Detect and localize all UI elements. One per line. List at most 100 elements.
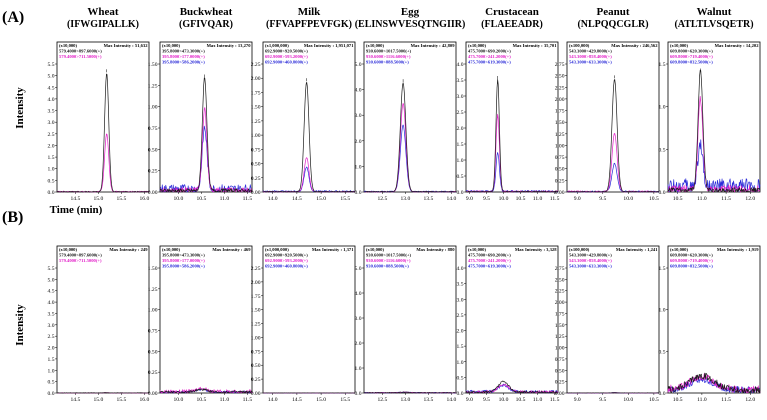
y-tick-label: 0.5: [659, 349, 666, 355]
x-tick-label: 12.0: [745, 196, 755, 202]
trace-line: [363, 124, 457, 193]
chromatogram-b-3: (x10,000) Max Intensity : 880 930.6000>101…: [355, 245, 457, 403]
x-tick-label: 15.0: [316, 196, 326, 202]
y-tick-label: 2.0: [48, 346, 55, 352]
transition-label: 579.4000>711.5000(+): [59, 258, 102, 263]
y-tick-label: 4.0: [457, 266, 464, 272]
scale-label: (x100,000): [569, 43, 590, 48]
y-tick-label: 0.50: [555, 368, 565, 374]
plot-frame: [56, 245, 150, 394]
transition-label: 543.3000>429.8000(+): [569, 253, 612, 258]
transition-label: 395.8000>586.2000(+): [162, 60, 205, 65]
allergen-title: Milk: [298, 6, 321, 18]
y-tick-label: 1.00: [148, 308, 158, 314]
trace-line: [363, 391, 457, 394]
x-tick-label: 11.0: [533, 196, 543, 202]
x-tick-label: 11.5: [550, 397, 560, 403]
x-tick-label: 10.5: [673, 397, 683, 403]
scale-label: (x100,000): [569, 247, 590, 252]
x-tick-label: 13.0: [401, 196, 411, 202]
chromatogram-b-4: (x10,000) Max Intensity : 3,328 475.7000>6…: [457, 245, 560, 403]
y-tick-label: 0.75: [148, 126, 158, 132]
transition-label: 579.4000>897.6000(+): [59, 49, 102, 54]
trace-line: [262, 166, 356, 193]
y-tick-label: 1.50: [251, 308, 261, 314]
y-tick-label: 3.5: [457, 78, 464, 84]
transition-label: 543.3000>429.8000(+): [569, 49, 612, 54]
chromatogram-panels: Wheat(IFWGIPALLK) (x10,000) Max Intensity …: [48, 6, 761, 403]
chromatogram-b-1: (x10,000) Max Intensity : 469 395.8000>473…: [148, 245, 253, 403]
y-tick-label: 2.0: [457, 126, 464, 132]
peptide-title: (NLPQQCGLR): [577, 19, 648, 30]
max-intensity-label: Max Intensity : 1,951,071: [304, 43, 354, 48]
y-tick-label: 0.50: [148, 349, 158, 355]
peptide-title: (ATLTLVSQETR): [674, 19, 753, 30]
y-tick-label: 4.5: [48, 85, 55, 91]
peptide-title: (ELINSWVESQTNGIIR): [355, 19, 466, 30]
trace-line: [465, 113, 559, 193]
y-tick-label: 0.0: [457, 190, 464, 196]
x-tick-label: 14.5: [292, 397, 302, 403]
x-tick-label: 10.0: [499, 397, 509, 403]
x-tick-label: 15.0: [94, 196, 104, 202]
peptide-title: (GFIVQAR): [179, 19, 233, 30]
y-tick-label: 2.25: [555, 289, 565, 295]
plot-frame: [667, 245, 761, 394]
y-tick-label: 2.50: [555, 277, 565, 283]
y-tick-label: 2.75: [555, 62, 565, 68]
y-tick-label: 2.00: [555, 97, 565, 103]
chromatogram-b-2: (x1,000,000) Max Intensity : 1,371 692.900…: [251, 245, 356, 403]
max-intensity-label: Max Intensity : 1,241: [616, 247, 658, 252]
transition-label: 609.8000>620.3000(+): [670, 253, 713, 258]
transition-label: 692.9000>593.2000(+): [265, 54, 308, 59]
y-tick-label: 4.0: [355, 291, 362, 297]
y-tick-label: 0.5: [457, 174, 464, 180]
transition-label: 609.8000>620.3000(+): [670, 49, 713, 54]
y-tick-label: 1.5: [659, 266, 666, 272]
y-tick-label: 0.5: [48, 178, 55, 184]
y-tick-label: 2.0: [48, 143, 55, 149]
x-tick-label: 15.5: [340, 196, 350, 202]
x-tick-label: 14.5: [71, 196, 81, 202]
x-tick-label: 9.0: [466, 397, 473, 403]
x-tick-label: 13.0: [401, 397, 411, 403]
scale-label: (x10,000): [366, 43, 384, 48]
y-tick-label: 0.5: [659, 147, 666, 153]
transition-label: 543.3000>858.4000(+): [569, 258, 612, 263]
chromatogram-a-6: Walnut(ATLTLVSQETR) (x10,000) Max Intensit…: [659, 6, 761, 202]
y-tick-label: 1.25: [555, 334, 565, 340]
y-tick-label: 2.00: [251, 76, 261, 82]
x-tick-label: 9.5: [599, 196, 606, 202]
x-tick-label: 10.5: [649, 196, 659, 202]
x-tick-label: 11.5: [550, 196, 560, 202]
chromatogram-a-4: Crustacean(FLAEEADR) (x10,000) Max Intensi…: [457, 6, 560, 202]
x-tick-label: 10.5: [197, 397, 207, 403]
x-tick-label: 12.5: [378, 196, 388, 202]
y-tick-label: 2.25: [555, 85, 565, 91]
x-tick-label: 10.5: [649, 397, 659, 403]
transition-label: 930.6000>1116.6000(+): [366, 258, 411, 263]
y-tick-label: 2.25: [251, 266, 261, 272]
allergen-title: Egg: [401, 6, 420, 18]
y-tick-label: 0.25: [251, 377, 261, 383]
x-tick-label: 16.0: [140, 397, 150, 403]
transition-label: 475.7000>619.3000(+): [468, 264, 511, 269]
transition-label: 475.7000>241.2000(+): [468, 54, 511, 59]
y-tick-label: 1.75: [555, 109, 565, 115]
trace-line: [465, 79, 559, 193]
x-tick-label: 11.0: [220, 397, 230, 403]
allergen-title: Buckwheat: [180, 6, 233, 18]
trace-line: [465, 152, 559, 193]
y-tick-label: 0.75: [251, 147, 261, 153]
max-intensity-label: Max Intensity : 51,632: [104, 43, 149, 48]
plot-frame: [465, 245, 559, 394]
y-tick-label: 4.0: [355, 88, 362, 94]
x-tick-label: 10.5: [673, 196, 683, 202]
x-tick-label: 14.5: [71, 397, 81, 403]
y-tick-label: 1.25: [251, 119, 261, 125]
y-tick-label: 0.0: [48, 190, 55, 196]
scale-label: (x10,000): [670, 43, 688, 48]
trace-line: [159, 388, 253, 394]
transition-label: 930.6000>1017.5000(+): [366, 253, 412, 258]
